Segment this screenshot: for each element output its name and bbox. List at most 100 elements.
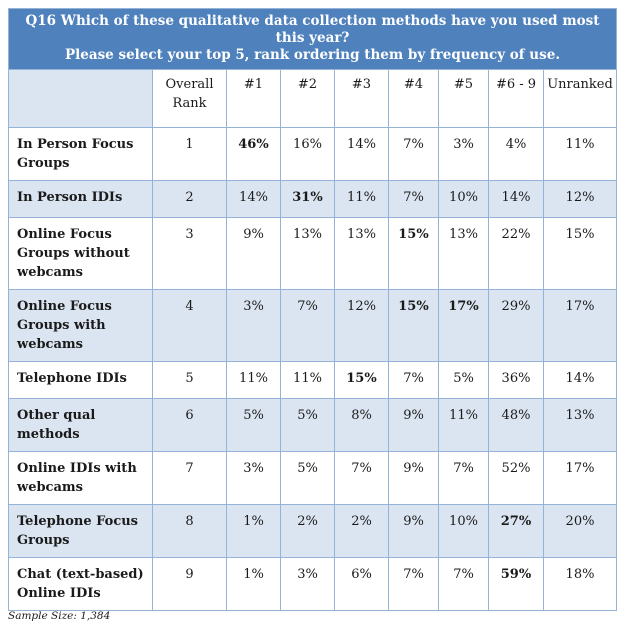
value-text: 5% <box>243 408 264 423</box>
value-text: 7% <box>351 461 372 476</box>
header-rank-6-9: #6 - 9 <box>488 69 544 128</box>
value-text: 5% <box>297 461 318 476</box>
value-text: 48% <box>501 408 531 423</box>
value-cell: 9% <box>226 217 281 290</box>
overall-rank-cell: 2 <box>152 180 227 218</box>
value-text: 6% <box>351 567 372 582</box>
value-cell: 15% <box>334 361 389 399</box>
table-row: Online Focus Groups without webcams 3 9% 13… <box>8 217 617 290</box>
value-text: 7% <box>403 371 424 386</box>
value-text: 11% <box>239 371 268 386</box>
value-cell: 13% <box>543 398 617 452</box>
value-text: 3% <box>453 137 474 152</box>
overall-rank-cell: 3 <box>152 217 227 290</box>
value-text: 14% <box>239 190 268 205</box>
table-row: Chat (text-based) Online IDIs 9 1% 3% 6% 7% 7%… <box>8 557 617 611</box>
value-cell: 2% <box>280 504 335 558</box>
row-label: Online Focus Groups with webcams <box>8 289 153 362</box>
value-text: 7% <box>403 137 424 152</box>
value-text: 16% <box>293 137 322 152</box>
value-cell: 14% <box>488 180 544 218</box>
value-text: 14% <box>501 190 531 205</box>
value-text: 1% <box>243 567 264 582</box>
value-text: 11% <box>565 137 595 152</box>
sample-size-footnote: Sample Size: 1,384 <box>8 610 111 622</box>
value-text: 11% <box>347 190 376 205</box>
value-text: 46% <box>238 137 269 152</box>
value-text: 15% <box>398 299 429 314</box>
value-cell: 7% <box>438 557 489 611</box>
value-text: 15% <box>565 227 595 242</box>
table-row: Other qual methods 6 5% 5% 8% 9% 11% 48% 13% <box>8 398 617 452</box>
value-cell: 14% <box>334 127 389 181</box>
value-cell: 11% <box>280 361 335 399</box>
value-cell: 7% <box>438 451 489 505</box>
value-text: 17% <box>565 299 595 314</box>
value-cell: 17% <box>543 451 617 505</box>
table-row: Telephone Focus Groups 8 1% 2% 2% 9% 10% 27% 20% <box>8 504 617 558</box>
value-text: 18% <box>565 567 595 582</box>
value-cell: 15% <box>388 217 439 290</box>
value-cell: 16% <box>280 127 335 181</box>
overall-rank-cell: 6 <box>152 398 227 452</box>
value-cell: 3% <box>280 557 335 611</box>
value-text: 9% <box>403 461 424 476</box>
header-rank-5: #5 <box>438 69 489 128</box>
value-text: 7% <box>403 190 424 205</box>
value-cell: 7% <box>334 451 389 505</box>
value-text: 7% <box>403 567 424 582</box>
header-overall-rank: Overall Rank <box>152 69 227 128</box>
overall-rank-cell: 5 <box>152 361 227 399</box>
value-text: 27% <box>500 514 532 529</box>
table-title: Q16 Which of these qualitative data coll… <box>8 8 617 70</box>
value-text: 12% <box>347 299 376 314</box>
value-cell: 31% <box>280 180 335 218</box>
value-cell: 12% <box>543 180 617 218</box>
value-text: 11% <box>449 408 478 423</box>
value-text: 3% <box>243 299 264 314</box>
header-row: Overall Rank #1 #2 #3 #4 #5 #6 - 9 Unran… <box>8 69 617 128</box>
title-line-2: Please select your top 5, rank ordering … <box>64 47 561 63</box>
table-row: In Person IDIs 2 14% 31% 11% 7% 10% 14% 12% <box>8 180 617 218</box>
row-label: Telephone IDIs <box>8 361 153 399</box>
value-text: 14% <box>565 371 595 386</box>
value-text: 9% <box>243 227 264 242</box>
value-cell: 9% <box>388 451 439 505</box>
value-text: 7% <box>453 461 474 476</box>
table-row: Telephone IDIs 5 11% 11% 15% 7% 5% 36% 14% <box>8 361 617 399</box>
value-text: 7% <box>453 567 474 582</box>
value-cell: 7% <box>280 289 335 362</box>
row-label: Online IDIs with webcams <box>8 451 153 505</box>
value-text: 1% <box>243 514 264 529</box>
value-text: 17% <box>448 299 479 314</box>
value-cell: 7% <box>388 127 439 181</box>
table-row: Online Focus Groups with webcams 4 3% 7% 12%… <box>8 289 617 362</box>
overall-rank-cell: 4 <box>152 289 227 362</box>
value-cell: 3% <box>226 289 281 362</box>
value-cell: 11% <box>438 398 489 452</box>
value-cell: 9% <box>388 504 439 558</box>
value-cell: 1% <box>226 504 281 558</box>
value-cell: 12% <box>334 289 389 362</box>
value-cell: 15% <box>543 217 617 290</box>
value-cell: 5% <box>280 398 335 452</box>
value-text: 14% <box>347 137 376 152</box>
value-cell: 17% <box>438 289 489 362</box>
value-cell: 5% <box>280 451 335 505</box>
overall-rank-cell: 7 <box>152 451 227 505</box>
value-cell: 11% <box>543 127 617 181</box>
header-rank-1: #1 <box>226 69 281 128</box>
value-cell: 14% <box>543 361 617 399</box>
value-cell: 11% <box>334 180 389 218</box>
header-rank-2: #2 <box>280 69 335 128</box>
value-text: 29% <box>501 299 531 314</box>
header-blank-cell <box>8 69 153 128</box>
value-cell: 7% <box>388 180 439 218</box>
value-cell: 7% <box>388 361 439 399</box>
row-label: In Person Focus Groups <box>8 127 153 181</box>
value-text: 5% <box>297 408 318 423</box>
value-cell: 8% <box>334 398 389 452</box>
survey-results-table-container: Q16 Which of these qualitative data coll… <box>8 8 617 611</box>
value-text: 11% <box>293 371 322 386</box>
survey-results-table: Q16 Which of these qualitative data coll… <box>8 8 617 611</box>
